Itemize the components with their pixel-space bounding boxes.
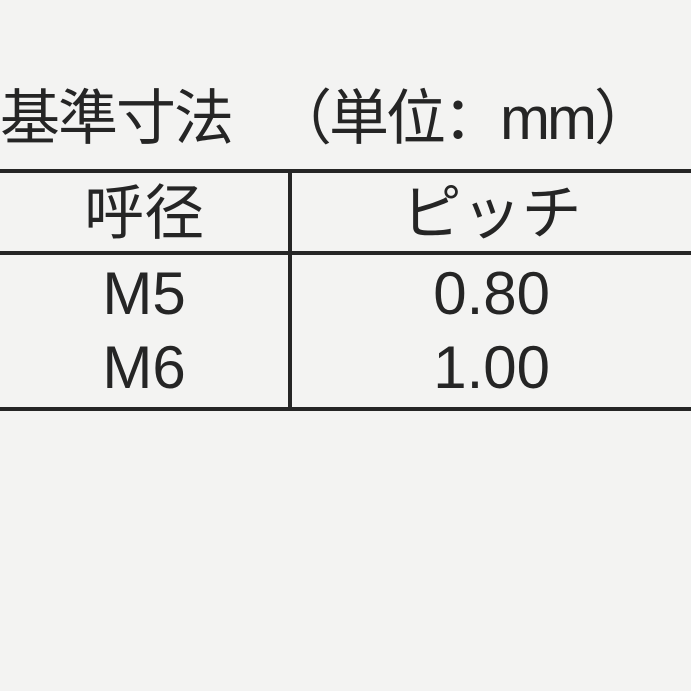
cell-pitch: 0.80 [290,253,691,329]
table-header-row: 呼径 ピッチ [0,171,691,253]
table-row: M6 1.00 [0,329,691,409]
table-row: M5 0.80 [0,253,691,329]
cell-pitch: 1.00 [290,329,691,409]
title-row: 基準寸法 （単位：mm） [0,70,691,157]
spec-table: 呼径 ピッチ M5 0.80 M6 1.00 [0,169,691,411]
unit-label: （単位：mm） [272,70,651,157]
cell-diameter: M5 [0,253,290,329]
col-header-diameter: 呼径 [0,171,290,253]
col-header-pitch: ピッチ [290,171,691,253]
title-text: 基準寸法 [0,70,232,157]
cell-diameter: M6 [0,329,290,409]
spec-table-wrapper: 基準寸法 （単位：mm） 呼径 ピッチ M5 0.80 M6 1.00 [0,0,691,411]
